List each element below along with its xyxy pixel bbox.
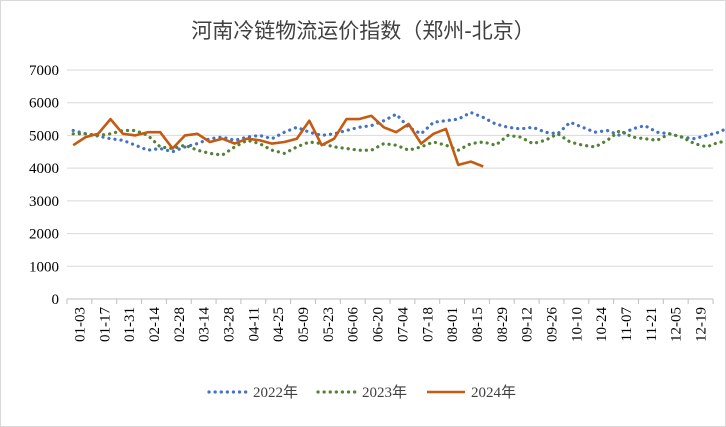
- legend: 2022年 2023年 2024年: [207, 384, 516, 401]
- y-tick-label: 7000: [29, 63, 59, 79]
- x-tick-label: 08-01: [445, 307, 461, 342]
- x-tick-label: 11-21: [644, 307, 660, 341]
- y-tick-label: 2000: [29, 227, 59, 243]
- series-line-3: [72, 114, 484, 168]
- x-tick-label: 01-03: [72, 307, 88, 342]
- chart-title: 河南冷链物流运价指数（郑州-北京）: [191, 19, 535, 43]
- x-tick-label: 12-19: [694, 307, 710, 342]
- x-tick-label: 05-09: [296, 307, 312, 342]
- x-tick-label: 06-06: [346, 307, 362, 342]
- x-tick-label: 02-28: [172, 307, 188, 342]
- y-tick-label: 4000: [29, 161, 59, 177]
- y-axis: 0 1000 2000 3000 4000 5000 6000 7000: [29, 63, 59, 308]
- legend-label: 2023年: [362, 384, 407, 401]
- x-tick-label: 10-24: [594, 307, 610, 342]
- series-lines: [71, 110, 725, 168]
- series-line-2: [71, 128, 725, 157]
- x-tick-label: 04-11: [246, 307, 262, 341]
- y-tick-label: 5000: [29, 128, 59, 144]
- y-tick-label: 3000: [29, 194, 59, 210]
- x-tick-label: 06-20: [371, 307, 387, 342]
- x-tick-label: 05-23: [321, 307, 337, 342]
- x-tick-label: 01-31: [122, 307, 138, 342]
- y-tick-label: 0: [52, 292, 60, 308]
- x-tick-label: 11-07: [619, 307, 635, 342]
- x-tick-label: 10-10: [569, 307, 585, 342]
- y-tick-label: 6000: [29, 96, 59, 112]
- legend-label: 2024年: [471, 384, 516, 401]
- x-tick-label: 08-29: [495, 307, 511, 342]
- y-tick-label: 1000: [29, 259, 59, 275]
- x-tick-label: 03-14: [197, 307, 213, 342]
- x-tick-label: 09-12: [520, 307, 536, 342]
- x-tick-label: 02-14: [147, 307, 163, 342]
- x-tick-label: 04-25: [271, 307, 287, 342]
- x-tick-label: 03-28: [222, 307, 238, 342]
- gridlines: [67, 69, 713, 267]
- legend-label: 2022年: [253, 384, 298, 401]
- x-tick-label: 07-18: [420, 307, 436, 342]
- x-tick-label: 09-26: [545, 307, 561, 342]
- x-tick-label: 12-05: [669, 307, 685, 342]
- x-axis: 01-03 01-17 01-31 02-14 02-28 03-14 03-28 04-11…: [66, 298, 714, 342]
- x-tick-label: 07-04: [395, 307, 411, 342]
- series-line-1: [71, 110, 725, 154]
- x-tick-label: 01-17: [97, 307, 113, 342]
- x-tick-label: 08-15: [470, 307, 486, 342]
